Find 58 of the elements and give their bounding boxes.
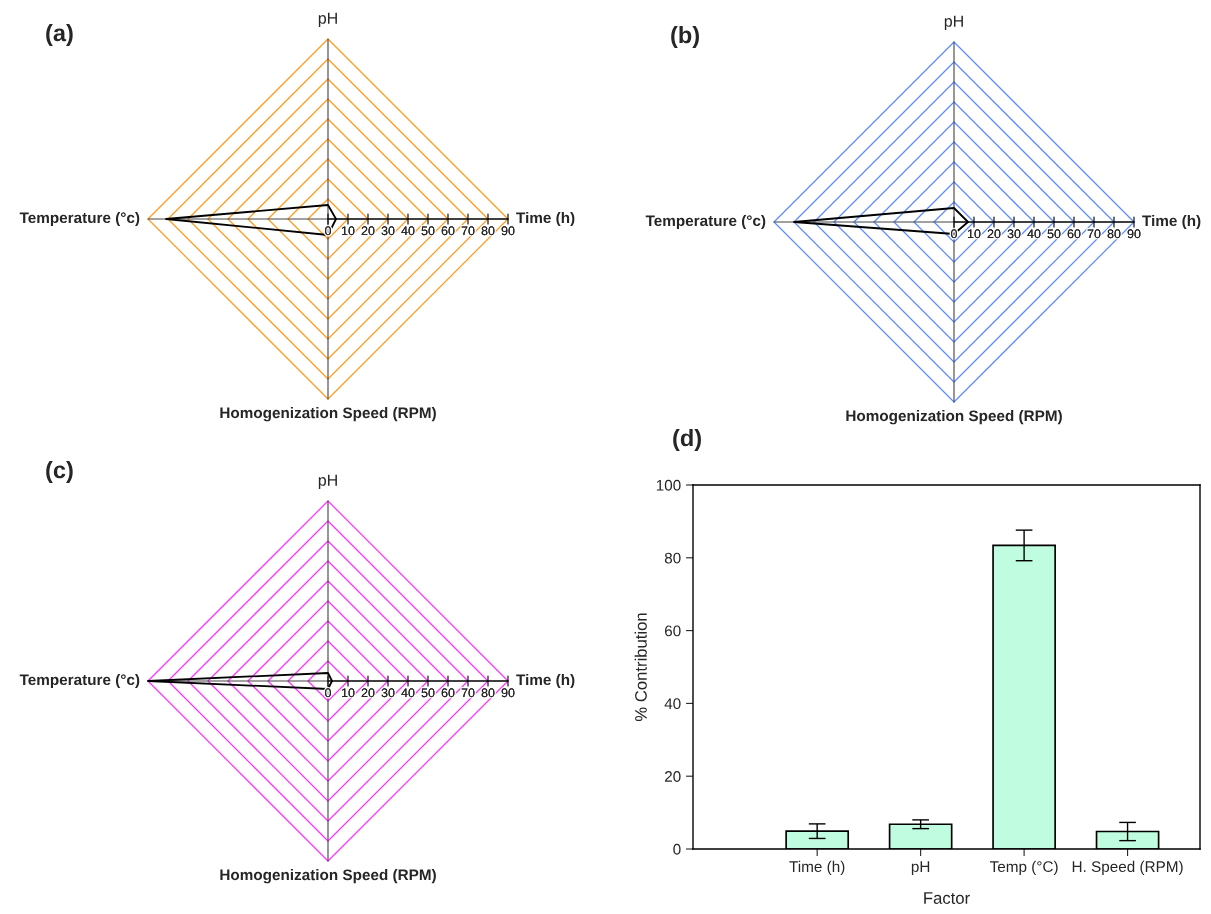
x-tick-label: pH xyxy=(911,861,930,876)
x-tick-label: Time (h) xyxy=(789,860,845,876)
x-tick-label: H. Speed (RPM) xyxy=(1072,860,1183,876)
y-tick-label: 80 xyxy=(481,688,495,698)
y-tick-label: 90 xyxy=(1127,229,1141,239)
spoke-label: Temperature (°c) xyxy=(19,211,140,227)
spoke-label: Time (h) xyxy=(1142,214,1201,230)
spoke-label: Time (h) xyxy=(516,211,575,227)
spoke-label: pH xyxy=(944,15,963,30)
y-tick-label: 60 xyxy=(664,625,681,637)
spoke-label: Time (h) xyxy=(516,673,575,689)
y-tick-label: 60 xyxy=(441,688,455,698)
y-tick-label: 40 xyxy=(664,698,681,710)
y-tick-label: 30 xyxy=(1007,229,1021,239)
y-tick-label: 70 xyxy=(461,226,475,236)
chart-title: (d) xyxy=(673,428,701,452)
y-tick-label: 10 xyxy=(342,688,355,698)
spoke-label: Homogenization Speed (RPM) xyxy=(220,407,436,422)
y-tick-label: 0 xyxy=(673,843,681,855)
chart-title: (b) xyxy=(671,26,699,48)
y-tick-label: 70 xyxy=(1087,229,1101,239)
y-tick-label: 20 xyxy=(361,688,375,698)
spoke-label: Temperature (°c) xyxy=(19,673,140,689)
y-tick-label: 80 xyxy=(1107,229,1121,239)
y-tick-label: 0 xyxy=(325,226,331,236)
y-tick-label: 30 xyxy=(381,226,395,236)
y-tick-label: 20 xyxy=(361,226,375,236)
y-tick-label: 0 xyxy=(951,229,957,239)
y-tick-label: 20 xyxy=(664,771,681,782)
y-tick-label: 90 xyxy=(501,226,515,236)
y-tick-label: 60 xyxy=(441,226,455,236)
y-tick-label: 10 xyxy=(342,226,355,236)
y-tick-label: 0 xyxy=(325,688,331,698)
chart-title: (a) xyxy=(46,24,73,46)
spoke-label: Homogenization Speed (RPM) xyxy=(846,410,1062,425)
y-tick-label: 30 xyxy=(381,688,395,698)
spoke-label: pH xyxy=(318,474,337,489)
y-tick-label: 70 xyxy=(461,688,475,698)
y-tick-label: 60 xyxy=(1067,229,1081,239)
y-tick-label: 40 xyxy=(401,226,415,236)
y-tick-label: 40 xyxy=(1027,229,1041,239)
spoke-label: pH xyxy=(318,12,337,27)
y-tick-label: 80 xyxy=(481,226,495,236)
y-tick-label: 10 xyxy=(968,229,981,239)
spoke-label: Homogenization Speed (RPM) xyxy=(220,869,436,884)
y-axis-title: % Contribution xyxy=(634,613,647,722)
y-tick-label: 80 xyxy=(664,552,681,564)
y-tick-label: 100 xyxy=(656,479,681,491)
x-axis-title: Factor xyxy=(924,892,970,904)
x-tick-label: Temp (°C) xyxy=(989,860,1058,876)
y-tick-label: 90 xyxy=(501,688,515,698)
y-tick-label: 50 xyxy=(421,688,435,698)
y-tick-label: 20 xyxy=(987,229,1001,239)
y-tick-label: 40 xyxy=(401,688,415,698)
y-tick-label: 50 xyxy=(1047,229,1061,239)
y-tick-label: 50 xyxy=(421,226,435,236)
spoke-label: Temperature (°c) xyxy=(645,214,766,230)
chart-title: (c) xyxy=(46,460,73,483)
